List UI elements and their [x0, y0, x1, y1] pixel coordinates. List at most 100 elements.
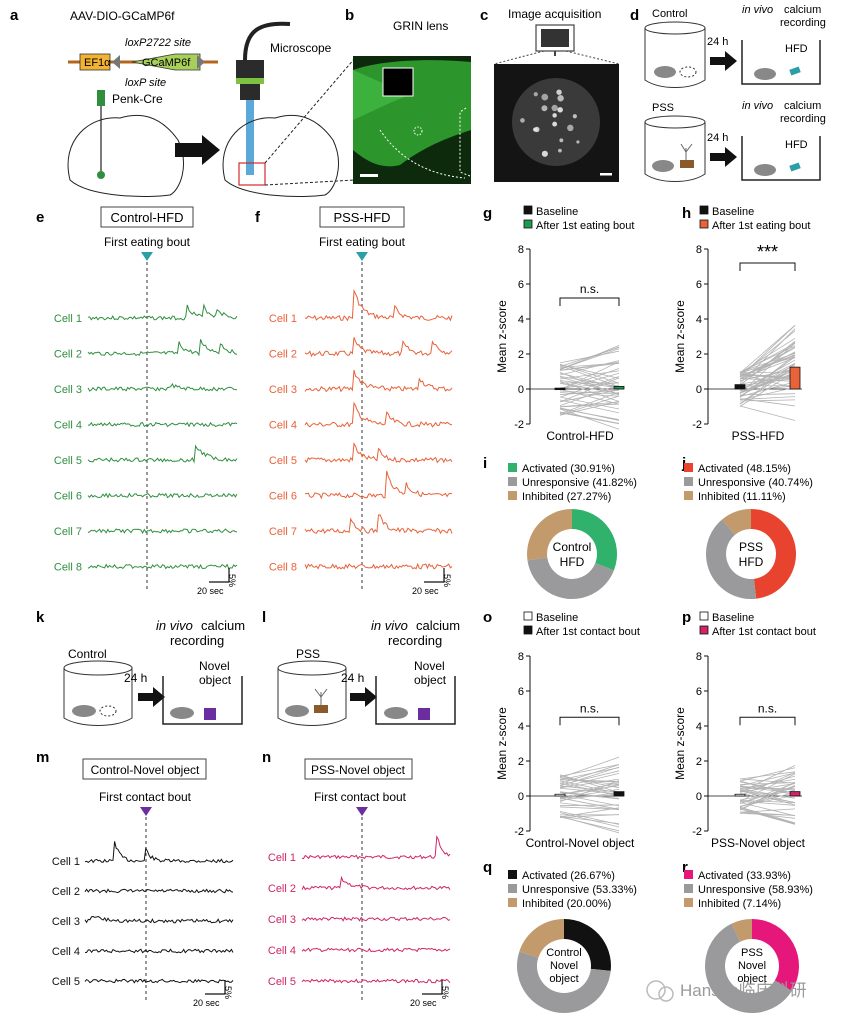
ef1a-label: EF1α — [84, 57, 111, 69]
panel-d-label: d — [630, 7, 639, 24]
d-calcium-1: calcium — [784, 4, 821, 16]
panel-f-title: PSS-HFD — [333, 210, 390, 225]
neuron-dot — [572, 114, 577, 119]
recording-box-2 — [741, 136, 821, 181]
cell-label: Cell 4 — [269, 420, 297, 432]
paired-line — [739, 765, 796, 793]
donut-slice — [564, 919, 612, 971]
panel-e-event: First eating bout — [104, 235, 191, 249]
y-tick-label: 2 — [518, 756, 524, 768]
cell-label: Cell 5 — [54, 455, 82, 467]
paired-line — [739, 778, 796, 790]
paired-line — [559, 383, 620, 394]
l-invivo: in vivo — [371, 618, 408, 633]
legend-swatch — [684, 898, 693, 907]
x-axis-title: PSS-Novel object — [711, 836, 806, 850]
l-novel-2: object — [414, 673, 447, 687]
k-recording: recording — [170, 633, 224, 648]
cell-label: Cell 3 — [268, 914, 296, 926]
y-tick-label: 8 — [696, 244, 702, 256]
calcium-trace — [304, 470, 453, 500]
pie-i-center-2: HFD — [560, 555, 585, 569]
legend-label: Unresponsive (40.74%) — [698, 477, 813, 489]
panel-m: m Control-Novel object First contact bou… — [36, 749, 234, 1008]
bar — [613, 791, 625, 797]
panel-c-label: c — [480, 7, 488, 24]
y-tick-label: 8 — [518, 651, 524, 663]
microscope-head — [236, 60, 264, 78]
d-recording-1: recording — [780, 17, 826, 29]
panel-j-label: j — [681, 455, 686, 472]
y-tick-label: 0 — [696, 791, 702, 803]
calcium-trace — [301, 834, 451, 860]
sig-bracket — [739, 716, 796, 726]
sig-label: n.s. — [580, 701, 599, 715]
panel-o: o Baseline After 1st contact bout -2 0 2 4 6 8 M… — [483, 609, 640, 850]
paired-line — [559, 793, 620, 807]
paired-line — [739, 789, 796, 801]
zoom-line-top — [264, 57, 356, 164]
k-novel-1: Novel — [199, 659, 230, 673]
traces-f: Cell 1 Cell 2 Cell 3 Cell 4 Cell 5 Cell 6 Cell… — [269, 289, 453, 596]
arrow-k — [138, 687, 165, 707]
cell-label: Cell 8 — [269, 562, 297, 574]
panel-e: e Control-HFD First eating bout Cell 1Ce… — [36, 206, 238, 596]
y-tick-label: 0 — [696, 384, 702, 396]
scale-x-label: 20 sec — [193, 998, 220, 1008]
y-axis-title: Mean z-score — [673, 707, 687, 780]
panel-f-event: First eating bout — [319, 235, 406, 249]
calcium-field — [512, 78, 600, 166]
paired-line — [559, 766, 620, 787]
legend-label: Inhibited (20.00%) — [522, 898, 611, 910]
legend-label: Unresponsive (41.82%) — [522, 477, 637, 489]
paired-line — [559, 380, 620, 388]
y-tick-label: -2 — [692, 826, 702, 838]
y-tick-label: 6 — [696, 279, 702, 291]
neuron-dot — [559, 138, 564, 143]
paired-line — [559, 411, 620, 424]
penk-cre-label: Penk-Cre — [112, 92, 163, 106]
legend-swatch — [508, 898, 517, 907]
calcium-trace — [304, 401, 453, 428]
panel-l: l PSS 24 h in vivo calcium recording Nov… — [262, 609, 460, 726]
y-tick-label: 2 — [696, 756, 702, 768]
cell-label: Cell 1 — [52, 856, 80, 868]
y-tick-label: -2 — [514, 826, 524, 838]
paired-line — [559, 779, 620, 782]
y-tick-label: 0 — [518, 791, 524, 803]
d-invivo-2: in vivo — [742, 100, 773, 112]
cell-label: Cell 7 — [54, 526, 82, 538]
paired-line — [739, 325, 796, 374]
paired-line — [559, 777, 620, 786]
hfd-pellet-2 — [789, 162, 801, 172]
y-tick-label: 2 — [696, 349, 702, 361]
paired-line — [739, 793, 796, 803]
paired-line — [559, 400, 620, 416]
paired-line — [739, 785, 796, 808]
scale-y-label: 5% — [440, 986, 450, 999]
predator-scent-icon — [680, 160, 694, 168]
sig-bracket — [559, 716, 620, 726]
y-tick-label: 6 — [518, 686, 524, 698]
panel-h: h Baseline After 1st eating bout -2 0 2 4 6 8 Me… — [673, 205, 810, 443]
panel-a: a AAV-DIO-GCaMP6f EF1α GCaMP6f loxP2722 … — [10, 7, 356, 197]
paired-line — [559, 412, 620, 425]
traces-e: Cell 1 Cell 2 Cell 3 Cell 4 Cell 5 Cell 6 Cell… — [54, 303, 238, 596]
pie-q: Activated (26.67%) Unresponsive (53.33%) I… — [508, 870, 637, 1013]
calcium-trace — [84, 888, 234, 894]
paired-line — [739, 373, 796, 389]
panel-c: c Image acquisition — [480, 7, 620, 182]
legend-swatch — [684, 870, 693, 879]
ventricle-boundary — [459, 107, 471, 177]
legend-label: Unresponsive (53.33%) — [522, 884, 637, 896]
bar — [789, 791, 801, 797]
calcium-trace — [84, 915, 234, 924]
neuron-dot — [557, 107, 563, 113]
panel-k: k Control 24 h in vivo calcium recording… — [36, 609, 245, 726]
paired-line — [739, 783, 796, 793]
paired-line — [739, 399, 796, 402]
calcium-trace — [301, 978, 451, 984]
legend-label: Baseline — [712, 206, 754, 218]
paired-line — [739, 778, 796, 784]
pie-j: Activated (48.15%) Unresponsive (40.74%) I… — [684, 463, 813, 599]
